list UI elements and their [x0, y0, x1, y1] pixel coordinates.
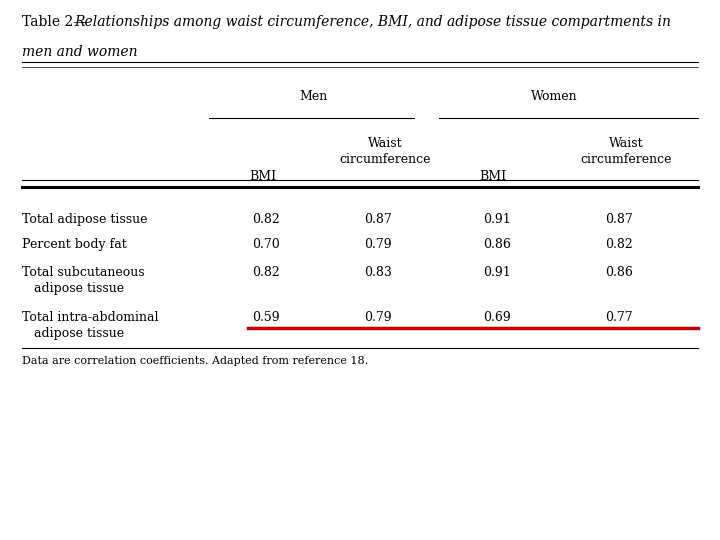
- Text: 0.87: 0.87: [364, 213, 392, 226]
- Text: Percent body fat: Percent body fat: [22, 238, 126, 251]
- Text: 26: 26: [50, 438, 65, 448]
- Text: Total subcutaneous
   adipose tissue: Total subcutaneous adipose tissue: [22, 266, 144, 295]
- Text: 0.82: 0.82: [606, 238, 633, 251]
- Text: BMI and WC are highly correlated ,typically with r values in range of
0.85-0.95: BMI and WC are highly correlated ,typica…: [50, 460, 638, 496]
- Text: 0.87: 0.87: [606, 213, 633, 226]
- Text: Total adipose tissue: Total adipose tissue: [22, 213, 147, 226]
- Text: 0.79: 0.79: [364, 238, 392, 251]
- Text: men and women: men and women: [22, 45, 137, 59]
- Text: Waist
circumference: Waist circumference: [580, 137, 672, 166]
- Text: Table 2—: Table 2—: [22, 15, 86, 29]
- Text: Men: Men: [299, 90, 328, 103]
- Text: 0.69: 0.69: [483, 311, 510, 324]
- Text: Total intra-abdominal
   adipose tissue: Total intra-abdominal adipose tissue: [22, 311, 158, 340]
- Text: Relationships among waist circumference, BMI, and adipose tissue compartments in: Relationships among waist circumference,…: [74, 15, 671, 29]
- Text: 0.82: 0.82: [253, 266, 280, 279]
- Text: BMI: BMI: [480, 170, 507, 183]
- Text: Women: Women: [531, 90, 577, 103]
- Text: 0.70: 0.70: [253, 238, 280, 251]
- Text: 0.77: 0.77: [606, 311, 633, 324]
- Text: BMI: BMI: [249, 170, 276, 183]
- Text: 0.91: 0.91: [483, 213, 510, 226]
- Text: 0.91: 0.91: [483, 266, 510, 279]
- Text: 0.86: 0.86: [483, 238, 510, 251]
- Text: Waist
circumference: Waist circumference: [339, 137, 431, 166]
- Text: Data are correlation coefficients. Adapted from reference 18.: Data are correlation coefficients. Adapt…: [22, 356, 368, 366]
- Text: 0.82: 0.82: [253, 213, 280, 226]
- Text: 0.59: 0.59: [253, 311, 280, 324]
- Text: 0.86: 0.86: [606, 266, 633, 279]
- Text: 0.79: 0.79: [364, 311, 392, 324]
- Text: 0.83: 0.83: [364, 266, 392, 279]
